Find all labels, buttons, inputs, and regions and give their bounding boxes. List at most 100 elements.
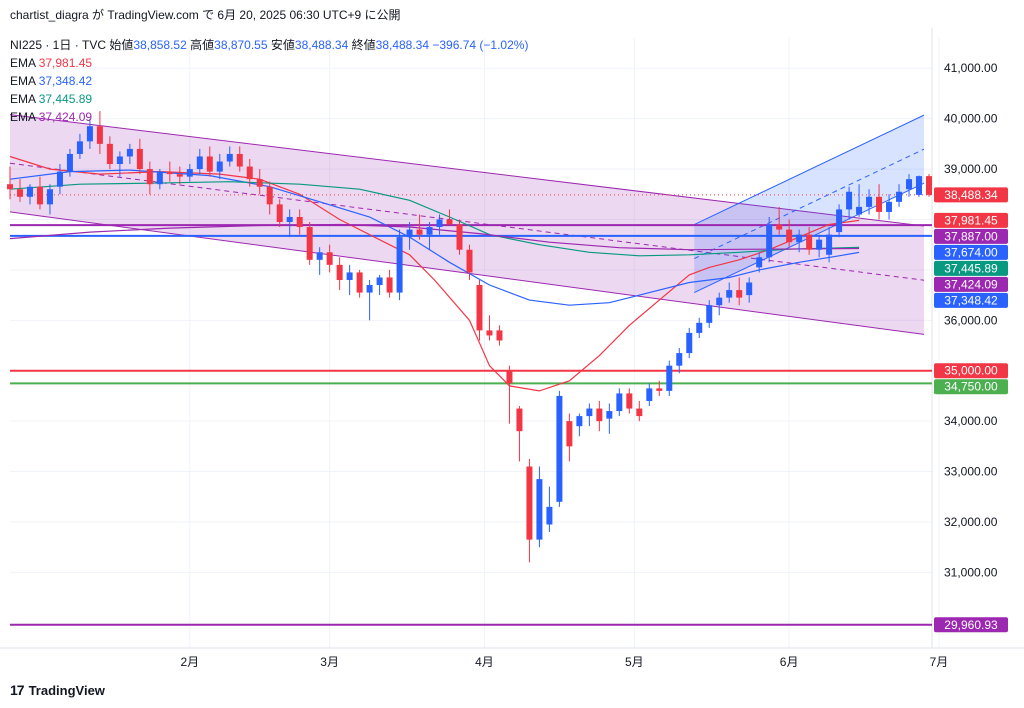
candle xyxy=(186,164,193,182)
candle xyxy=(866,189,873,215)
candle xyxy=(616,388,623,417)
candle-body xyxy=(56,171,63,187)
candle xyxy=(456,219,463,255)
y-tick-label: 40,000.00 xyxy=(944,112,998,126)
candle xyxy=(26,184,33,205)
candle xyxy=(726,282,733,303)
price-label: 38,488.34 xyxy=(934,187,1008,203)
candle xyxy=(736,277,743,306)
candle-body xyxy=(156,171,163,185)
candle-body xyxy=(206,156,213,172)
candle xyxy=(196,148,203,175)
candle-body xyxy=(826,234,833,255)
chart-grid xyxy=(0,28,1024,649)
candle xyxy=(66,148,73,177)
candle-body xyxy=(326,252,333,265)
ema-label: EMA xyxy=(10,56,36,70)
candle xyxy=(246,158,253,187)
candle-body xyxy=(466,249,473,273)
candle-body xyxy=(686,332,693,354)
candle xyxy=(96,111,103,154)
price-label-bg xyxy=(934,276,1008,292)
candle-body xyxy=(76,141,83,154)
price-label-bg xyxy=(934,187,1008,203)
candle-body xyxy=(276,204,283,223)
candle xyxy=(806,227,813,255)
price-label-text: 37,445.89 xyxy=(944,261,998,275)
tradingview-footer[interactable]: 17 TradingView xyxy=(10,682,105,698)
price-chart[interactable]: 31,000.00 32,000.00 33,000.00 34,000.00 35,0… xyxy=(0,28,1024,676)
candle xyxy=(126,143,133,165)
y-tick-label: 41,000.00 xyxy=(944,61,998,75)
candle xyxy=(306,222,313,265)
price-label: 37,674.00 xyxy=(934,244,1008,260)
candle-body xyxy=(806,234,813,250)
ema-value: 37,424.09 xyxy=(38,110,93,124)
candle-body xyxy=(306,227,313,260)
candle xyxy=(146,161,153,195)
candle-body xyxy=(7,184,13,190)
candle-body xyxy=(566,421,573,447)
candle-body xyxy=(16,189,23,197)
candle xyxy=(156,169,163,190)
price-label-text: 37,674.00 xyxy=(944,245,998,259)
candle-body xyxy=(316,252,323,260)
candle-body xyxy=(246,166,253,180)
candle xyxy=(636,400,643,422)
candle xyxy=(876,184,883,220)
candle-body xyxy=(236,153,243,167)
candle xyxy=(396,229,403,301)
ema-row-4[interactable]: EMA 37,424.09 xyxy=(10,108,528,126)
candle xyxy=(226,146,233,167)
close-label: 終値 xyxy=(351,38,376,52)
candle xyxy=(256,169,263,195)
candle-body xyxy=(146,169,153,185)
ohlc-row: NI225 · 1日 · TVC 始値38,858.52 高値38,870.55… xyxy=(10,36,528,54)
candle xyxy=(686,327,693,359)
candle-body xyxy=(406,229,413,238)
ema-row-3[interactable]: EMA 37,445.89 xyxy=(10,90,528,108)
candle xyxy=(606,403,613,434)
candle-body xyxy=(396,237,403,293)
ema-value: 37,981.45 xyxy=(38,56,93,70)
candle-body xyxy=(776,224,783,230)
candle-body xyxy=(546,506,553,525)
candle xyxy=(836,204,843,238)
candle-body xyxy=(226,153,233,162)
price-label: 34,750.00 xyxy=(934,379,1008,395)
price-label: 37,445.89 xyxy=(934,260,1008,276)
candle xyxy=(266,181,273,215)
candle-body xyxy=(716,297,723,306)
candle-body xyxy=(516,408,523,432)
candle xyxy=(666,360,673,396)
price-label: 35,000.00 xyxy=(934,363,1008,379)
price-label: 37,348.42 xyxy=(934,292,1008,308)
candle xyxy=(916,175,923,197)
candle-body xyxy=(666,365,673,391)
ema-row-1[interactable]: EMA 37,981.45 xyxy=(10,54,528,72)
candle xyxy=(466,244,473,280)
candle xyxy=(166,161,173,182)
candle xyxy=(896,184,903,207)
time-axis: 2月 3月 4月 5月 6月 7月 xyxy=(180,655,948,669)
candle xyxy=(556,390,563,507)
candle-body xyxy=(356,272,363,293)
ema-value: 37,445.89 xyxy=(38,92,93,106)
candle xyxy=(586,403,593,427)
price-label-text: 37,348.42 xyxy=(944,293,998,307)
candle-body xyxy=(906,179,913,190)
ema-row-2[interactable]: EMA 37,348.42 xyxy=(10,72,528,90)
candle xyxy=(546,486,553,533)
candle xyxy=(886,194,893,220)
candle-body xyxy=(856,206,863,215)
up-channel-mid xyxy=(694,148,925,260)
candle-body xyxy=(736,290,743,298)
candle-body xyxy=(506,370,513,384)
candle-body xyxy=(186,169,193,177)
candle xyxy=(446,209,453,225)
candle xyxy=(646,383,653,407)
candle-body xyxy=(706,305,713,323)
ema-value: 37,348.42 xyxy=(38,74,93,88)
candle-body xyxy=(136,148,143,170)
price-label: 37,981.45 xyxy=(934,212,1008,228)
